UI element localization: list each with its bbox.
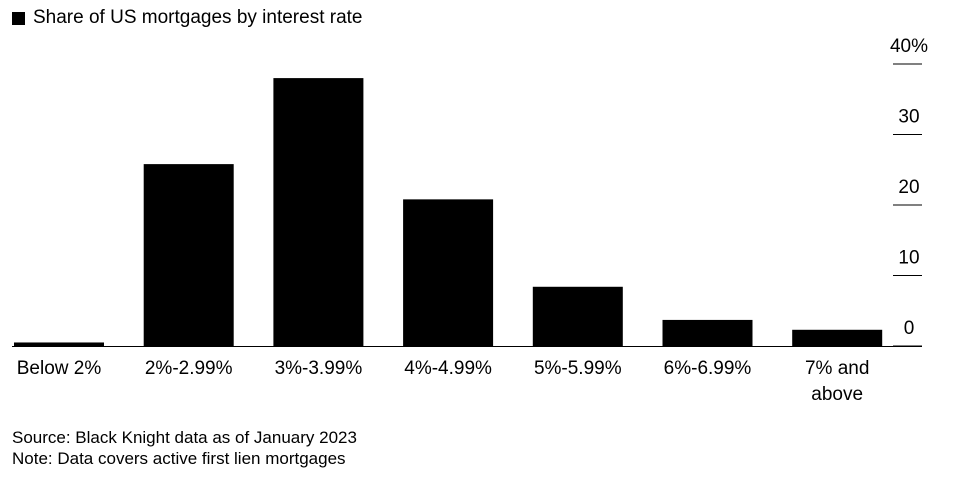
data-note: Note: Data covers active first lien mort… — [12, 449, 346, 468]
x-tick-label: 6%-6.99% — [664, 358, 752, 379]
y-tick-label: 40% — [890, 36, 928, 57]
bar-5 — [532, 286, 623, 346]
bar-1 — [14, 342, 104, 346]
y-tick-label: 0 — [904, 318, 915, 339]
x-tick-label: 3%-3.99% — [275, 358, 363, 379]
bar-chart: 0 10 20 30 40% Below 2% 2%-2.99% 3%-3.99% 4%-4.9… — [12, 36, 928, 405]
chart-footer: Source: Black Knight data as of January … — [12, 427, 357, 469]
y-tick-label: 30 — [898, 107, 919, 128]
source-note: Source: Black Knight data as of January … — [12, 428, 357, 447]
legend-swatch — [12, 11, 25, 25]
y-tick-label: 20 — [898, 177, 919, 198]
legend: Share of US mortgages by interest rate — [12, 6, 363, 30]
x-tick-label: 2%-2.99% — [145, 358, 233, 379]
x-tick-label: 4%-4.99% — [404, 358, 492, 379]
bar-2 — [143, 164, 234, 346]
x-tick-label: Below 2% — [17, 358, 102, 379]
y-tick-label: 10 — [898, 248, 919, 269]
bar-4 — [403, 199, 494, 346]
legend-label: Share of US mortgages by interest rate — [33, 7, 363, 28]
bar-6 — [662, 319, 753, 346]
bar-7 — [792, 329, 883, 346]
x-tick-label: 7% and above — [805, 358, 869, 405]
bar-3 — [273, 78, 364, 346]
x-tick-label: 5%-5.99% — [534, 358, 622, 379]
